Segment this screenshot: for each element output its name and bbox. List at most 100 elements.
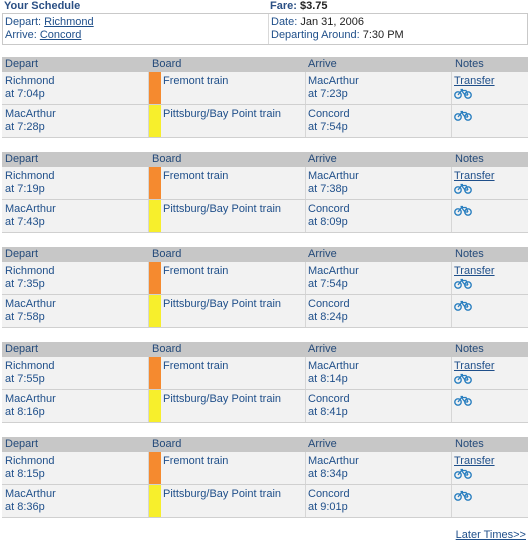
summary-arrive: Arrive: Concord <box>5 29 94 42</box>
cell-divider <box>451 105 452 137</box>
line-color-bar <box>149 295 161 327</box>
col-arrive-header: Arrive <box>308 438 337 450</box>
bike-icon <box>454 490 472 501</box>
depart-station: Richmond <box>5 455 55 467</box>
train-line: Fremont train <box>163 455 229 467</box>
trip-header: Depart Board Arrive Notes <box>2 437 528 452</box>
depart-time: at 7:35p <box>5 278 45 290</box>
depart-label: Depart: <box>5 16 42 28</box>
train-line: Pittsburg/Bay Point train <box>163 108 282 120</box>
transfer-link[interactable]: Transfer <box>454 360 495 372</box>
cell-divider <box>305 200 306 232</box>
departing-value: 7:30 PM <box>362 29 404 41</box>
cell-divider <box>148 390 149 422</box>
line-color-bar <box>149 390 161 422</box>
cell-divider <box>451 167 452 199</box>
depart-station: MacArthur <box>5 203 56 215</box>
summary-date: Date: Jan 31, 2006 <box>271 16 404 29</box>
depart-cell: MacArthur at 7:43p <box>5 203 56 229</box>
cell-divider <box>148 357 149 389</box>
col-arrive-header: Arrive <box>308 248 337 260</box>
cell-divider <box>148 105 149 137</box>
arrive-station: MacArthur <box>308 360 359 372</box>
arrive-time: at 8:14p <box>308 373 348 385</box>
table-row: MacArthur at 8:16p Pittsburg/Bay Point tra… <box>2 390 528 423</box>
depart-cell: Richmond at 8:15p <box>5 455 55 481</box>
summary-depart: Depart: Richmond <box>5 16 94 29</box>
col-depart-header: Depart <box>5 248 39 260</box>
arrive-station: Concord <box>308 393 350 405</box>
cell-divider <box>148 262 149 294</box>
depart-time: at 7:28p <box>5 121 45 133</box>
bike-icon <box>454 468 495 479</box>
arrive-time: at 8:41p <box>308 406 348 418</box>
depart-time: at 7:58p <box>5 311 45 323</box>
cell-divider <box>305 262 306 294</box>
departing-label: Departing Around: <box>271 29 360 41</box>
table-row: MacArthur at 7:28p Pittsburg/Bay Point tra… <box>2 105 528 138</box>
train-line: Pittsburg/Bay Point train <box>163 203 282 215</box>
cell-divider <box>148 72 149 104</box>
depart-cell: MacArthur at 8:36p <box>5 488 56 514</box>
transfer-link[interactable]: Transfer <box>454 455 495 467</box>
arrive-time: at 8:24p <box>308 311 348 323</box>
table-row: MacArthur at 8:36p Pittsburg/Bay Point tra… <box>2 485 528 518</box>
col-board-header: Board <box>152 343 182 355</box>
depart-cell: MacArthur at 7:58p <box>5 298 56 324</box>
transfer-link[interactable]: Transfer <box>454 170 495 182</box>
depart-time: at 8:16p <box>5 406 45 418</box>
bike-icon <box>454 205 472 216</box>
depart-station: MacArthur <box>5 108 56 120</box>
transfer-link[interactable]: Transfer <box>454 75 495 87</box>
summary-departing: Departing Around: 7:30 PM <box>271 29 404 42</box>
col-board-header: Board <box>152 438 182 450</box>
train-line: Fremont train <box>163 75 229 87</box>
schedule-title: Your Schedule <box>4 0 81 12</box>
arrive-station-link[interactable]: Concord <box>39 29 82 41</box>
date-label: Date: <box>271 16 298 28</box>
table-row: Richmond at 7:04p Fremont train MacArthur at… <box>2 72 528 105</box>
table-row: MacArthur at 7:43p Pittsburg/Bay Point tra… <box>2 200 528 233</box>
col-board-header: Board <box>152 153 182 165</box>
depart-time: at 7:19p <box>5 183 45 195</box>
notes-cell: Transfer <box>454 360 495 384</box>
line-color-bar <box>149 357 161 389</box>
bike-icon <box>454 300 472 311</box>
line-color-bar <box>149 72 161 104</box>
later-times-link[interactable]: Later Times>> <box>455 529 526 541</box>
depart-station: MacArthur <box>5 298 56 310</box>
arrive-time: at 7:38p <box>308 183 348 195</box>
notes-cell <box>454 393 472 406</box>
table-row: Richmond at 7:35p Fremont train MacArthur at… <box>2 262 528 295</box>
col-notes-header: Notes <box>455 58 484 70</box>
cell-divider <box>148 485 149 517</box>
bike-icon <box>454 395 472 406</box>
cell-divider <box>305 105 306 137</box>
arrive-station: MacArthur <box>308 455 359 467</box>
schedule-header: Your Schedule Fare: $3.75 <box>0 0 530 13</box>
cell-divider <box>451 452 452 484</box>
depart-time: at 7:04p <box>5 88 45 100</box>
table-row: Richmond at 7:19p Fremont train MacArthur at… <box>2 167 528 200</box>
arrive-time: at 7:54p <box>308 278 348 290</box>
line-color-bar <box>149 452 161 484</box>
table-row: Richmond at 8:15p Fremont train MacArthur at… <box>2 452 528 485</box>
arrive-label: Arrive: <box>5 29 37 41</box>
transfer-link[interactable]: Transfer <box>454 265 495 277</box>
bike-icon <box>454 278 495 289</box>
summary-right: Date: Jan 31, 2006 Departing Around: 7:3… <box>271 16 404 42</box>
arrive-station: Concord <box>308 298 350 310</box>
depart-cell: Richmond at 7:55p <box>5 360 55 386</box>
bike-icon <box>454 373 495 384</box>
train-line: Fremont train <box>163 360 229 372</box>
col-arrive-header: Arrive <box>308 343 337 355</box>
notes-cell: Transfer <box>454 265 495 289</box>
notes-cell: Transfer <box>454 455 495 479</box>
depart-station-link[interactable]: Richmond <box>44 16 94 28</box>
cell-divider <box>451 295 452 327</box>
train-line: Fremont train <box>163 265 229 277</box>
depart-station: MacArthur <box>5 488 56 500</box>
col-arrive-header: Arrive <box>308 153 337 165</box>
arrive-cell: MacArthur at 8:34p <box>308 455 359 481</box>
col-notes-header: Notes <box>455 438 484 450</box>
